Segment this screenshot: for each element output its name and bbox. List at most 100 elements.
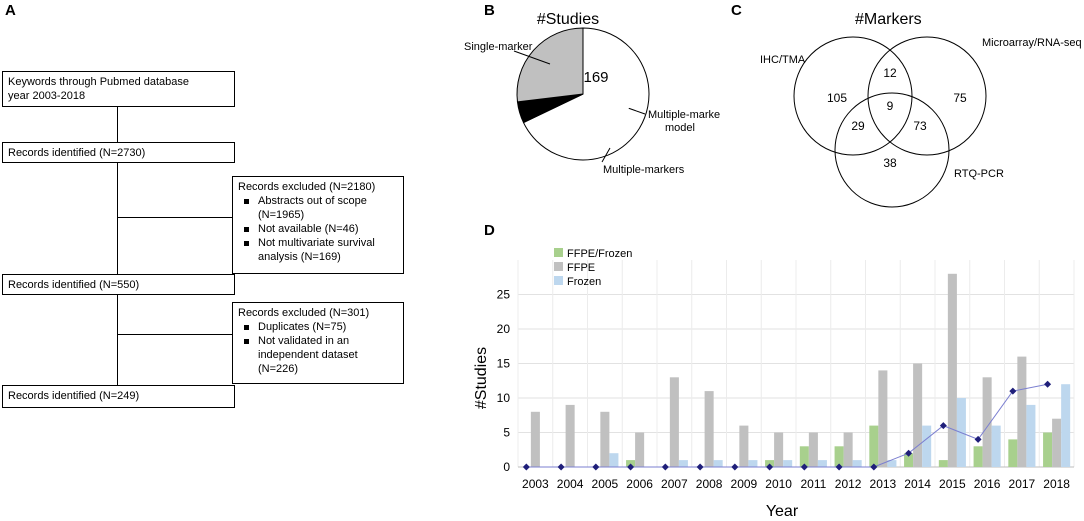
bar-ffpe	[565, 404, 575, 467]
y-tick-label: 20	[497, 322, 511, 336]
records-identified-box-1: Records identified (N=2730)	[2, 142, 235, 163]
line-marker	[696, 463, 704, 471]
x-tick-label: 2014	[904, 477, 931, 491]
flow-connector-branch-2	[117, 334, 233, 335]
legend: FFPE/Frozen FFPE Frozen	[554, 248, 632, 288]
venn-value-ihc-only: 105	[827, 91, 847, 105]
x-tick-label: 2007	[661, 477, 688, 491]
panel-label-c: C	[731, 2, 742, 19]
line-marker	[1044, 380, 1052, 388]
bar-ffpe-frozen	[1043, 432, 1053, 467]
venn-value-micro-rtq: 73	[913, 119, 927, 133]
bar-ffpe	[600, 411, 610, 467]
records-identified-1: Records identified (N=2730)	[8, 147, 146, 159]
pie-value-multi: 67	[599, 123, 613, 138]
pie-slice-single-marker	[522, 27, 650, 161]
x-tick-label: 2008	[696, 477, 723, 491]
bar-frozen	[678, 460, 688, 467]
pie-value-single: 169	[583, 69, 608, 86]
x-axis-label: Year	[766, 503, 799, 520]
line-marker	[522, 463, 530, 471]
y-tick-labels: 0 5 10 15 20 25	[497, 288, 511, 475]
x-tick-label: 2006	[626, 477, 653, 491]
bar-ffpe-frozen	[869, 425, 879, 467]
bar-gridlines	[517, 260, 1075, 468]
line-marker	[835, 463, 843, 471]
records-identified-box-3: Records identified (N=249)	[2, 385, 235, 408]
legend-swatch	[554, 262, 563, 271]
panel-label-d: D	[484, 222, 495, 239]
bar-ffpe	[808, 432, 818, 467]
flow-connector-branch-1	[117, 217, 233, 218]
venn-circle-microarray	[867, 36, 987, 156]
keywords-line-2: year 2003-2018	[8, 90, 86, 102]
x-tick-label: 2016	[974, 477, 1001, 491]
x-tick-label: 2012	[835, 477, 862, 491]
x-tick-label: 2011	[800, 477, 826, 491]
flow-connector-vertical	[117, 107, 118, 393]
venn-title: #Markers	[855, 11, 922, 28]
line-marker	[627, 463, 635, 471]
line-marker	[661, 463, 669, 471]
bar-ffpe	[982, 377, 992, 467]
bar-ffpe-frozen	[973, 446, 983, 467]
bar-frozen	[783, 460, 793, 467]
bar-ffpe	[635, 432, 645, 467]
bar-ffpe	[530, 411, 540, 467]
pie-label-single: Single-marker	[464, 41, 533, 53]
excluded-item: Not multivariate survival analysis (N=16…	[238, 236, 398, 264]
excluded-item: Abstracts out of scope (N=1965)	[238, 194, 398, 222]
pie-slice-multiple-markers	[516, 27, 584, 103]
y-tick-label: 10	[497, 391, 511, 405]
legend-swatch	[554, 248, 563, 257]
x-tick-label: 2018	[1043, 477, 1070, 491]
pie-slices	[516, 27, 650, 161]
x-tick-label: 2010	[765, 477, 792, 491]
bar-frozen	[1026, 404, 1036, 467]
x-tick-label: 2017	[1009, 477, 1036, 491]
line-marker	[939, 422, 947, 430]
y-axis-label: #Studies	[473, 347, 490, 409]
bar-frozen	[817, 460, 827, 467]
bar-frozen	[609, 453, 619, 467]
x-tick-label: 2003	[522, 477, 549, 491]
venn-value-micro-only: 75	[953, 91, 967, 105]
line-marker	[974, 435, 982, 443]
legend-swatch	[554, 276, 563, 285]
excluded-item: Duplicates (N=75)	[238, 320, 398, 334]
keywords-box: Keywords through Pubmed database year 20…	[2, 71, 235, 107]
bar-ffpe-frozen	[904, 453, 914, 467]
bar-ffpe	[704, 391, 714, 467]
panel-label-b: B	[484, 2, 495, 19]
bar-frozen	[887, 460, 897, 467]
pie-callout-multi-model	[627, 107, 646, 115]
venn-value-all: 9	[887, 99, 894, 113]
bar-ffpe	[1017, 356, 1027, 467]
records-excluded-box-2: Records excluded (N=301) Duplicates (N=7…	[232, 302, 404, 384]
venn-label-ihc: IHC/TMA	[760, 54, 806, 66]
bar-frozen	[748, 460, 758, 467]
bar-ffpe	[1052, 418, 1062, 467]
legend-label: Frozen	[567, 276, 601, 288]
bar-frozen	[1061, 384, 1071, 467]
bar-ffpe-frozen	[834, 446, 844, 467]
venn-value-ihc-micro: 12	[883, 66, 897, 80]
bar-ffpe-frozen	[938, 460, 948, 467]
x-tick-labels: 2003 2004 2005 2006 2007 2008 2009 2010 2011 2012…	[522, 477, 1070, 491]
venn-diagram: #Markers IHC/TMA Microarray/RNA-seq RTQ-…	[760, 11, 1082, 208]
x-tick-label: 2015	[939, 477, 966, 491]
bar-ffpe	[774, 432, 784, 467]
venn-label-rtqpcr: RTQ-PCR	[954, 168, 1004, 180]
x-tick-label: 2009	[731, 477, 758, 491]
excluded-item: Not available (N=46)	[238, 222, 398, 236]
y-tick-label: 15	[497, 357, 511, 371]
records-identified-3: Records identified (N=249)	[8, 390, 140, 402]
venn-label-microarray: Microarray/RNA-seq	[982, 37, 1082, 49]
pie-callout-multi	[601, 147, 611, 163]
bar-frozen	[713, 460, 723, 467]
line-marker	[557, 463, 565, 471]
legend-label: FFPE	[567, 262, 595, 274]
line-marker	[800, 463, 808, 471]
bar-chart: 2003 2004 2005 2006 2007 2008 2009 2010 2011 2012…	[473, 248, 1075, 520]
bar-frozen	[991, 425, 1001, 467]
